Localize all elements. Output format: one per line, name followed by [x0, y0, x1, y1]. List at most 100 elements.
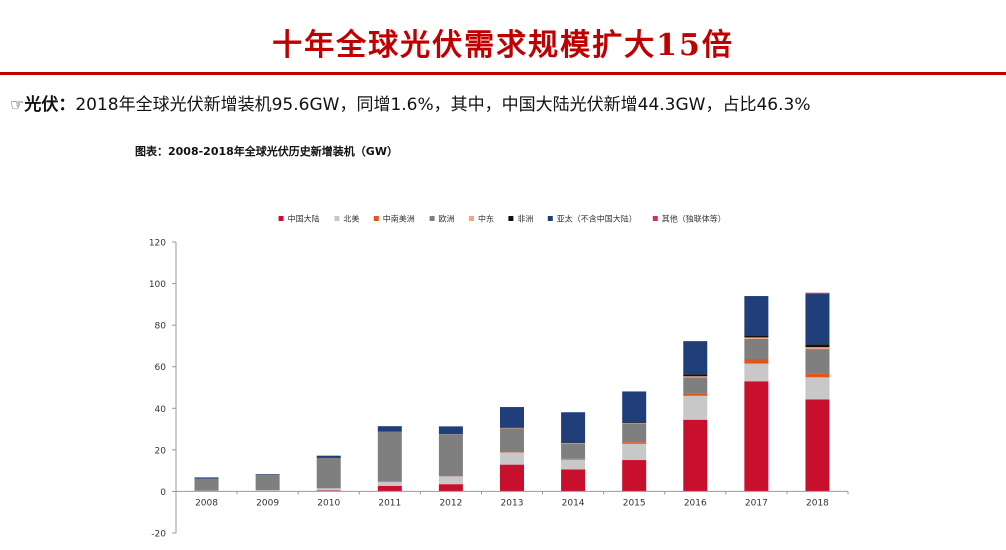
x-tick-label: 2008: [195, 498, 218, 508]
bar-segment: [622, 422, 647, 424]
legend-label: 亚太（不含中国大陆）: [557, 214, 637, 224]
bar-segment: [805, 349, 830, 374]
bar-segment: [622, 423, 647, 443]
bar-segment: [316, 455, 341, 458]
legend-label: 中东: [478, 214, 494, 224]
x-tick-label: 2012: [439, 498, 462, 508]
x-tick-label: 2014: [562, 498, 585, 508]
bar-stacks: [194, 292, 830, 492]
legend-label: 非洲: [517, 214, 533, 224]
bar-segment: [377, 431, 402, 482]
bar-segment: [683, 376, 708, 378]
title-underline: [0, 72, 1006, 75]
bar-segment: [683, 393, 708, 396]
bar-segment: [744, 338, 769, 360]
bar-segment: [622, 443, 647, 461]
bar-segment: [683, 341, 708, 375]
bar-segment: [744, 381, 769, 492]
bar-segment: [683, 395, 708, 420]
bar-segment: [500, 428, 524, 453]
bar-segment: [500, 464, 524, 492]
bar-segment: [438, 426, 463, 435]
bar-segment: [561, 469, 586, 492]
bar-segment: [683, 374, 708, 377]
bar-segment: [561, 443, 586, 459]
legend-swatch: [469, 216, 474, 221]
x-tick-label: 2013: [501, 498, 524, 508]
y-tick-label: -20: [151, 530, 166, 540]
bar-segment: [255, 474, 280, 475]
legend-label: 中南美洲: [383, 214, 415, 224]
bar-segment: [316, 490, 341, 492]
y-tick-label: 20: [155, 446, 167, 456]
bar-segment: [561, 459, 586, 470]
summary-lead: 光伏：: [24, 95, 76, 115]
x-tick-label: 2011: [378, 498, 401, 508]
y-tick-label: 60: [155, 363, 167, 373]
legend-label: 中国大陆: [288, 214, 320, 224]
chart-legend: 中国大陆 北美 中南美洲 欧洲 中东 非洲 亚太（不含中国大陆） 其他（独联体等）: [278, 214, 726, 224]
legend-swatch: [334, 216, 340, 221]
y-tick-label: 40: [155, 405, 167, 415]
bar-segment: [805, 293, 830, 345]
bar-segment: [561, 412, 586, 443]
legend-label: 欧洲: [439, 214, 455, 224]
x-tick-label: 2015: [623, 498, 646, 508]
legend-label: 其他（独联体等）: [662, 214, 726, 224]
x-tick-label: 2017: [745, 498, 768, 508]
bar-segment: [561, 458, 586, 460]
bar-segment: [622, 460, 647, 492]
bar-segment: [500, 407, 524, 428]
x-tick-label: 2016: [684, 498, 707, 508]
x-axis: 2008 2009 2010 2011 2012 2013 2014 2015 2016 2017…: [176, 490, 849, 508]
y-tick-label: 80: [155, 322, 167, 332]
bar-segment: [194, 478, 219, 491]
bar-segment: [377, 485, 402, 492]
bar-segment: [744, 335, 769, 338]
bar-segment: [683, 377, 708, 394]
bar-segment: [805, 399, 830, 492]
bar-segment: [194, 477, 219, 479]
bar-segment: [500, 452, 524, 465]
bar-segment: [316, 488, 341, 491]
bar-segment: [377, 426, 402, 432]
legend-label: 北美: [343, 214, 359, 224]
bar-segment: [377, 481, 402, 486]
y-tick-label: 0: [160, 488, 166, 498]
y-tick-label: 120: [149, 239, 166, 249]
bar-segment: [744, 296, 769, 336]
legend-swatch: [429, 216, 435, 221]
bar-segment: [438, 484, 463, 492]
x-tick-label: 2018: [806, 498, 829, 508]
bar-segment: [316, 457, 341, 489]
bar-segment: [438, 476, 463, 485]
summary-text: 2018年全球光伏新增装机95.6GW，同增1.6%，其中，中国大陆光伏新增44…: [75, 95, 811, 115]
legend-swatch: [278, 216, 284, 221]
legend-swatch: [508, 216, 514, 221]
bar-segment: [622, 391, 647, 423]
bar-segment: [622, 423, 647, 424]
bar-segment: [683, 419, 708, 492]
summary-line: ☞光伏：2018年全球光伏新增装机95.6GW，同增1.6%，其中，中国大陆光伏…: [10, 90, 810, 115]
legend-swatch: [652, 216, 658, 221]
legend-swatch: [373, 216, 379, 221]
x-tick-label: 2010: [317, 498, 340, 508]
legend-swatch: [547, 216, 553, 221]
bar-segment: [744, 337, 769, 339]
bar-segment: [622, 442, 647, 444]
bar-segment: [805, 373, 830, 378]
bar-segment: [805, 347, 830, 350]
y-axis: -20 0 20 40 60 80 100 120: [149, 239, 177, 540]
bar-segment: [744, 363, 769, 382]
bar-segment: [438, 434, 463, 477]
bar-segment: [561, 443, 586, 444]
bar-segment: [805, 292, 830, 294]
pointing-hand-icon: ☞: [10, 95, 25, 114]
x-tick-label: 2009: [256, 498, 279, 508]
bar-segment: [744, 359, 769, 364]
bar-segment: [805, 344, 830, 348]
bar-segment: [561, 442, 586, 444]
y-tick-label: 100: [149, 280, 166, 290]
page-title: 十年全球光伏需求规模扩大15倍: [272, 28, 734, 63]
